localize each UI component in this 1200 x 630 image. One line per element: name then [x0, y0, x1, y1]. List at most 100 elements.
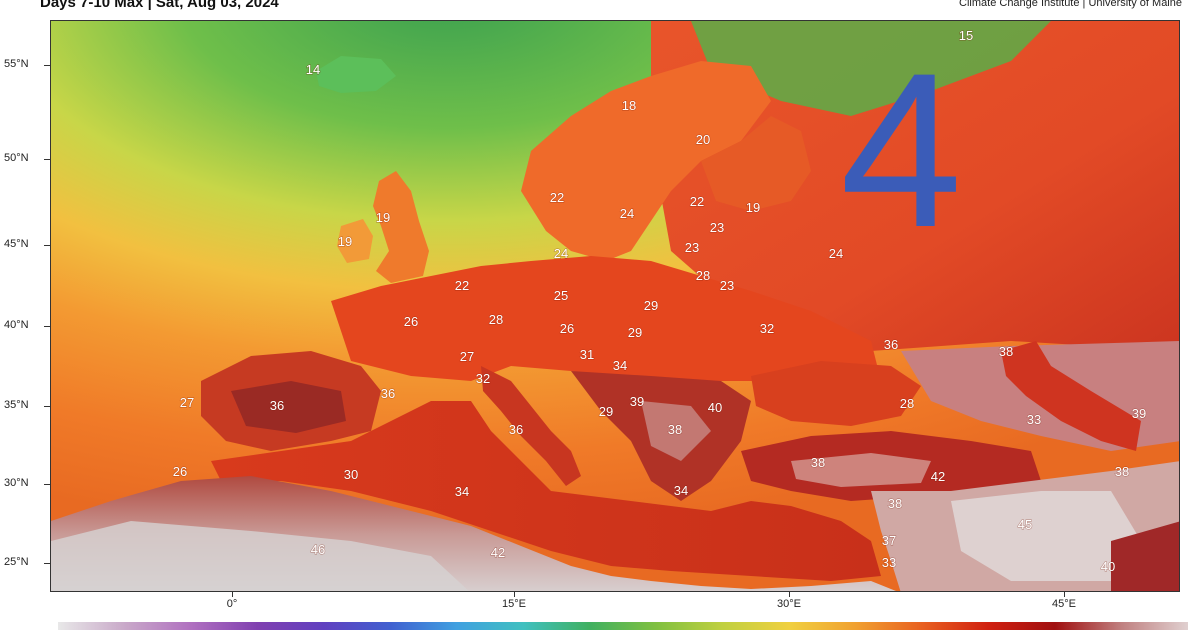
lat-tick: [44, 563, 50, 564]
temperature-label: 45: [1018, 517, 1032, 532]
north-russia-cool-region: [691, 21, 1051, 116]
temperature-label: 34: [674, 483, 688, 498]
temperature-label: 40: [1101, 559, 1115, 574]
temperature-label: 19: [746, 200, 760, 215]
temperature-label: 28: [489, 312, 503, 327]
lon-label-15e: 15°E: [502, 598, 526, 610]
temperature-label: 24: [554, 246, 568, 261]
temperature-label: 28: [900, 396, 914, 411]
lon-label-0: 0°: [226, 598, 238, 610]
temperature-label: 30: [344, 467, 358, 482]
temperature-label: 24: [620, 206, 634, 221]
lat-tick: [44, 245, 50, 246]
temperature-label: 36: [270, 398, 284, 413]
temperature-label: 22: [550, 190, 564, 205]
temperature-label: 19: [376, 210, 390, 225]
temperature-label: 23: [685, 240, 699, 255]
temperature-labels: 15 14 18 20 22 24 22 19 23 19 19 23 24 24 22 28 23 25 29 26…: [172, 27, 1147, 574]
iceland-landmass: [316, 56, 396, 93]
temperature-label: 29: [599, 404, 613, 419]
temperature-label: 33: [1027, 412, 1041, 427]
temperature-label: 29: [628, 325, 642, 340]
temperature-label: 38: [999, 344, 1013, 359]
temperature-label: 23: [710, 220, 724, 235]
temperature-label: 37: [882, 533, 896, 548]
caspian-sea: [1001, 341, 1141, 451]
temperature-label: 27: [180, 395, 194, 410]
lat-tick: [44, 326, 50, 327]
temperature-label: 38: [1115, 464, 1129, 479]
temperature-label: 28: [696, 268, 710, 283]
temperature-label: 36: [884, 337, 898, 352]
lon-label-45e: 45°E: [1052, 598, 1076, 610]
temperature-label: 39: [1132, 406, 1146, 421]
temperature-label: 34: [613, 358, 627, 373]
lat-label-30: 30°N: [4, 477, 29, 489]
temperature-label: 22: [455, 278, 469, 293]
temperature-label: 32: [760, 321, 774, 336]
temperature-label: 36: [509, 422, 523, 437]
iberia-interior-hot: [231, 381, 346, 433]
temperature-label: 38: [888, 496, 902, 511]
temperature-label: 32: [476, 371, 490, 386]
temperature-label: 20: [696, 132, 710, 147]
lat-label-50: 50°N: [4, 152, 29, 164]
lat-label-35: 35°N: [4, 399, 29, 411]
balkans-mountains: [641, 401, 711, 461]
black-sea: [751, 361, 921, 426]
lat-label-25: 25°N: [4, 556, 29, 568]
lon-label-30e: 30°E: [777, 598, 801, 610]
temperature-label: 25: [554, 288, 568, 303]
temperature-label: 31: [580, 347, 594, 362]
lon-tick: [789, 592, 790, 597]
lat-tick: [44, 406, 50, 407]
temperature-label: 38: [668, 422, 682, 437]
temperature-label: 27: [460, 349, 474, 364]
temperature-label: 46: [311, 542, 325, 557]
britain-landmass: [373, 171, 429, 283]
temperature-label: 14: [306, 62, 320, 77]
lat-tick: [44, 159, 50, 160]
lon-tick: [1064, 592, 1065, 597]
temperature-label: 29: [644, 298, 658, 313]
overlay-number: 4: [840, 27, 963, 273]
lat-tick: [44, 65, 50, 66]
map-title: Days 7-10 Max | Sat, Aug 03, 2024: [40, 0, 279, 11]
temperature-label: 19: [338, 234, 352, 249]
sahara-cool-region: [51, 521, 469, 591]
temperature-label: 15: [959, 28, 973, 43]
italy-landmass: [481, 366, 581, 486]
temperature-label: 26: [560, 321, 574, 336]
temperature-label: 18: [622, 98, 636, 113]
temperature-label: 24: [829, 246, 843, 261]
finland-landmass: [701, 116, 811, 211]
temperature-label: 26: [173, 464, 187, 479]
middle-east-cool: [951, 491, 1141, 581]
temperature-label: 38: [811, 455, 825, 470]
scandinavia-landmass: [521, 61, 771, 261]
lat-label-45: 45°N: [4, 238, 29, 250]
temperature-label: 22: [690, 194, 704, 209]
temperature-label: 40: [708, 400, 722, 415]
central-europe-landmass: [331, 256, 881, 381]
temperature-label: 34: [455, 484, 469, 499]
temperature-label: 39: [630, 394, 644, 409]
arabia-hot: [1111, 521, 1179, 591]
temperature-label: 33: [882, 555, 896, 570]
temperature-label: 42: [491, 545, 505, 560]
colorbar: [58, 622, 1188, 630]
turkey-interior: [791, 453, 931, 487]
east-europe-region: [651, 21, 1179, 351]
lon-tick: [514, 592, 515, 597]
temperature-label: 26: [404, 314, 418, 329]
temperature-label: 36: [381, 386, 395, 401]
temperature-map: 15 14 18 20 22 24 22 19 23 19 19 23 24 24 22 28 23 25 29 26…: [50, 20, 1180, 592]
lat-label-40: 40°N: [4, 319, 29, 331]
lon-tick: [232, 592, 233, 597]
lat-tick: [44, 484, 50, 485]
credit-text: Climate Change Institute | University of…: [959, 0, 1182, 9]
temperature-label: 42: [931, 469, 945, 484]
temperature-label: 23: [720, 278, 734, 293]
lat-label-55: 55°N: [4, 58, 29, 70]
mediterranean-sea: [211, 401, 881, 581]
